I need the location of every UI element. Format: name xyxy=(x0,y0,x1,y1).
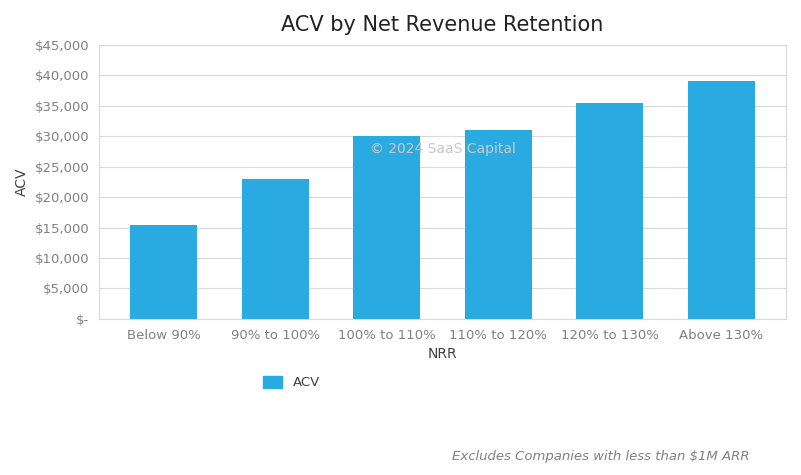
Text: Excludes Companies with less than $1M ARR: Excludes Companies with less than $1M AR… xyxy=(452,450,750,463)
X-axis label: NRR: NRR xyxy=(428,347,457,361)
Bar xyxy=(688,81,755,319)
Bar xyxy=(131,225,197,319)
Bar xyxy=(465,130,532,319)
Title: ACV by Net Revenue Retention: ACV by Net Revenue Retention xyxy=(281,15,604,35)
Y-axis label: ACV: ACV xyxy=(15,168,29,196)
Bar xyxy=(242,179,308,319)
Text: © 2024 SaaS Capital: © 2024 SaaS Capital xyxy=(369,142,516,156)
Legend: ACV: ACV xyxy=(257,370,325,394)
Bar xyxy=(577,103,643,319)
Bar xyxy=(353,136,421,319)
